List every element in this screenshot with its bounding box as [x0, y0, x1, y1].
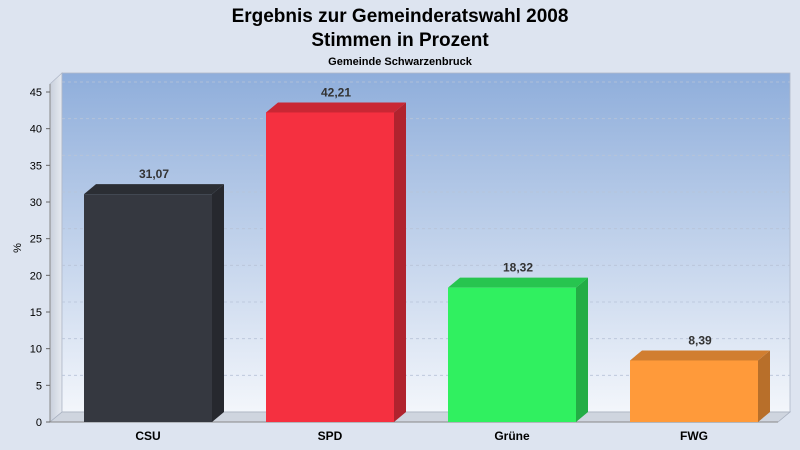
y-axis-ticks: 0 5 10 15 20 25 30 35 40 45	[30, 87, 50, 429]
bar-front	[266, 112, 394, 423]
y-tick-label: 15	[30, 307, 42, 319]
bar-grüne: 18,32	[448, 261, 588, 422]
bar-fwg: 8,39	[630, 333, 770, 422]
bar-side	[212, 184, 224, 422]
bars: 31,07 42,21 18,32 8,39	[84, 85, 770, 423]
bar-csu: 31,07	[84, 167, 224, 422]
bar-side	[394, 102, 406, 423]
y-tick-label: 0	[36, 417, 42, 429]
bar-front	[84, 194, 212, 422]
bar-spd: 42,21	[266, 85, 406, 423]
plot-side-wall	[49, 72, 63, 423]
y-tick-label: 5	[36, 380, 42, 392]
bar-value-label: 31,07	[139, 167, 169, 181]
bar-top	[84, 184, 224, 195]
x-axis-labels: CSU SPD Grüne FWG	[135, 429, 708, 443]
bar-top	[448, 277, 588, 288]
y-tick-label: 25	[30, 234, 42, 246]
bar-top	[630, 350, 770, 361]
bar-side	[758, 350, 770, 422]
x-tick-label: FWG	[680, 429, 708, 443]
y-tick-label: 45	[30, 87, 42, 99]
y-tick-label: 30	[30, 197, 42, 209]
x-tick-label: SPD	[318, 429, 343, 443]
chart-title-line2: Stimmen in Prozent	[311, 30, 489, 51]
y-axis-label: %	[12, 243, 24, 253]
bar-side	[576, 277, 588, 422]
chart-subtitle: Gemeinde Schwarzenbruck	[328, 56, 473, 68]
y-tick-label: 35	[30, 160, 42, 172]
bar-value-label: 18,32	[503, 261, 533, 275]
bar-front	[448, 287, 576, 422]
x-tick-label: Grüne	[494, 429, 530, 443]
bar-value-label: 8,39	[688, 333, 712, 347]
y-tick-label: 20	[30, 270, 42, 282]
y-tick-label: 10	[30, 344, 42, 356]
chart-title: Ergebnis zur Gemeinderatswahl 2008	[232, 6, 569, 27]
bar-value-label: 42,21	[321, 85, 351, 99]
bar-front	[630, 360, 758, 422]
bar-top	[266, 102, 406, 113]
y-tick-label: 40	[30, 124, 42, 136]
x-tick-label: CSU	[135, 429, 160, 443]
